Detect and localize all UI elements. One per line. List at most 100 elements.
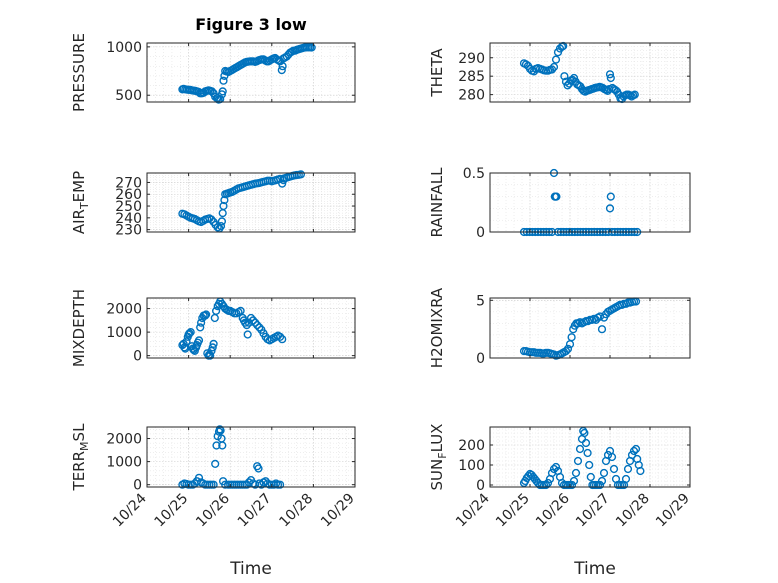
x-tick-label: 10/25 <box>493 491 533 531</box>
data-point <box>541 480 551 490</box>
data-point <box>255 323 264 332</box>
data-point <box>207 346 216 356</box>
y-tick-label: 230 <box>115 223 142 239</box>
plot-area <box>147 298 355 358</box>
data-point <box>603 450 613 460</box>
y-tick-label: 0 <box>133 349 142 365</box>
y-axis-label: TERRMSL <box>70 423 91 492</box>
subplot-1: 500 1000 PRESSURE <box>70 33 356 112</box>
data-point <box>573 456 583 466</box>
data-point <box>219 76 228 85</box>
data-point <box>567 480 577 490</box>
y-tick-label: 0 <box>476 225 485 241</box>
data-point <box>278 62 287 71</box>
x-tick-label: 10/29 <box>318 491 358 531</box>
subplot-4: 0 0.5 RAINFALL <box>428 166 691 241</box>
subplot-6: 0 5 H2OMIXRA <box>428 287 691 368</box>
subplot-8: 0 100 200 10/24 10/25 10/26 10/27 10/28 10/29 SUN… <box>428 424 693 531</box>
x-tick-label: 10/25 <box>152 491 192 531</box>
data-point <box>216 222 226 231</box>
axes-box <box>146 297 356 359</box>
axes-box <box>146 172 356 233</box>
data-point <box>307 43 316 52</box>
data-point <box>551 462 561 472</box>
y-tick-label: 200 <box>458 438 485 454</box>
y-tick-label: 270 <box>115 175 142 191</box>
data-point <box>251 318 260 327</box>
data-point <box>552 192 561 201</box>
data-point <box>575 444 585 454</box>
data-point <box>606 73 615 83</box>
data-point <box>629 446 639 456</box>
data-point <box>561 347 571 356</box>
data-point <box>243 330 252 339</box>
data-point <box>609 464 619 474</box>
data-point <box>202 310 211 319</box>
data-point <box>201 311 210 320</box>
x-tick-label: 10/26 <box>533 490 573 530</box>
data-point <box>277 65 286 75</box>
y-tick-label: 2000 <box>106 302 142 318</box>
y-tick-label: 280 <box>458 88 485 104</box>
y-tick-label: 1000 <box>106 325 142 341</box>
data-point <box>627 450 637 460</box>
y-tick-label: 290 <box>458 51 485 67</box>
data-point <box>597 476 607 486</box>
data-point <box>571 468 581 478</box>
data-point <box>236 306 245 316</box>
plot-area <box>490 173 690 232</box>
y-tick-label: 0.5 <box>463 166 485 182</box>
data-point <box>630 90 639 99</box>
x-axis-label-left: Time <box>229 559 272 579</box>
y-tick-label: 100 <box>458 458 485 474</box>
data-point <box>182 337 191 346</box>
y-axis-label: H2OMIXRA <box>428 287 446 368</box>
axes-box <box>146 426 356 488</box>
data-point <box>278 179 287 188</box>
data-point <box>209 480 218 489</box>
y-tick-label: 1000 <box>106 40 142 56</box>
data-point <box>580 428 589 438</box>
y-axis-label: SUNFLUX <box>428 424 449 491</box>
data-point <box>606 192 615 201</box>
data-point <box>194 473 204 482</box>
data-point <box>209 339 218 349</box>
data-point <box>276 332 285 341</box>
data-point <box>623 464 633 474</box>
y-axis-label: RAINFALL <box>428 167 446 238</box>
x-tick-label: 10/27 <box>573 491 613 531</box>
data-point <box>208 343 217 352</box>
y-tick-label: 285 <box>458 69 485 85</box>
data-point <box>206 351 215 360</box>
data-point <box>521 60 531 69</box>
y-axis-label: AIRTEMP <box>70 171 91 234</box>
data-point <box>218 87 227 96</box>
data-point <box>246 313 256 323</box>
axes-box <box>489 42 691 103</box>
data-point <box>551 55 561 64</box>
data-point <box>597 325 607 334</box>
x-tick-label: 10/24 <box>453 490 493 530</box>
y-tick-label: 0 <box>476 478 485 494</box>
axes-box <box>489 172 691 233</box>
data-point <box>605 204 615 213</box>
data-point <box>583 448 592 458</box>
data-point <box>249 316 258 325</box>
data-point <box>607 452 617 462</box>
y-axis-label: PRESSURE <box>70 33 88 112</box>
y-tick-label: 260 <box>115 187 142 203</box>
data-point <box>581 438 591 448</box>
data-point <box>586 472 595 482</box>
plot-area <box>147 43 355 102</box>
data-point <box>549 464 559 474</box>
data-point <box>276 480 285 489</box>
data-point <box>207 215 216 224</box>
data-point <box>621 474 631 484</box>
axes-box <box>489 297 691 359</box>
y-axis-label: THETA <box>428 48 446 98</box>
data-point <box>599 468 609 478</box>
data-point <box>585 460 594 470</box>
